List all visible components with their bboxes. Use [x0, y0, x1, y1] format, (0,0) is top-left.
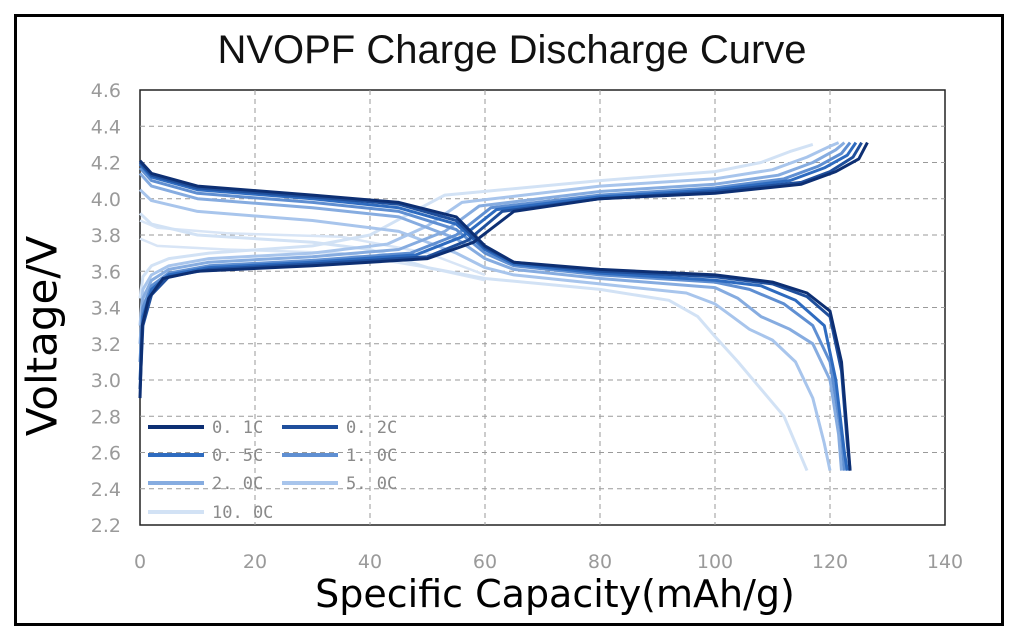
- y-tick-label: 3.4: [91, 298, 121, 320]
- x-tick-label: 0: [134, 551, 146, 573]
- legend-label: 0. 1C: [212, 418, 263, 438]
- x-tick-label: 80: [588, 551, 612, 573]
- discharge-curve-20c: [138, 172, 843, 471]
- x-axis-label: Specific Capacity(mAh/g): [315, 572, 795, 616]
- y-tick-label: 4.4: [91, 116, 121, 138]
- legend-label: 1. 0C: [346, 446, 397, 466]
- y-tick-label: 3.0: [91, 370, 121, 392]
- x-tick-label: 120: [812, 551, 848, 573]
- charge-curve-10c: [138, 141, 852, 362]
- x-tick-label: 140: [927, 551, 963, 573]
- discharge-curve-100c: [138, 212, 809, 472]
- y-tick-label: 4.2: [91, 153, 121, 175]
- chart-title: NVOPF Charge Discharge Curve: [217, 28, 807, 72]
- charge-curve-50c: [138, 141, 840, 326]
- x-tick-label: 100: [697, 551, 733, 573]
- charge-curve-100c: [138, 142, 814, 299]
- y-tick-label: 3.8: [91, 225, 121, 247]
- discharge-curve-50c: [138, 188, 832, 471]
- discharge-curve-01c: [138, 159, 852, 471]
- legend-label: 0. 2C: [346, 418, 397, 438]
- y-tick-label: 2.8: [91, 406, 121, 428]
- y-tick-label: 3.2: [91, 334, 121, 356]
- legend-label: 2. 0C: [212, 474, 263, 494]
- charge-curve-20c: [138, 141, 846, 344]
- legend-label: 10. 0C: [212, 503, 273, 523]
- discharge-curve-10c: [138, 166, 846, 471]
- legend-label: 5. 0C: [346, 474, 397, 494]
- legend-label: 0. 5C: [212, 446, 263, 466]
- y-tick-label: 4.6: [91, 80, 121, 102]
- y-tick-label: 2.6: [91, 443, 121, 465]
- x-tick-label: 60: [473, 551, 497, 573]
- y-tick-label: 3.6: [91, 261, 121, 283]
- charge-curve-01c: [138, 141, 869, 399]
- y-tick-label: 2.2: [91, 515, 121, 537]
- discharge-curve-05c: [138, 163, 849, 471]
- x-tick-label: 20: [243, 551, 267, 573]
- x-tick-label: 40: [358, 551, 382, 573]
- y-tick-label: 4.0: [91, 189, 121, 211]
- y-tick-label: 2.4: [91, 479, 121, 501]
